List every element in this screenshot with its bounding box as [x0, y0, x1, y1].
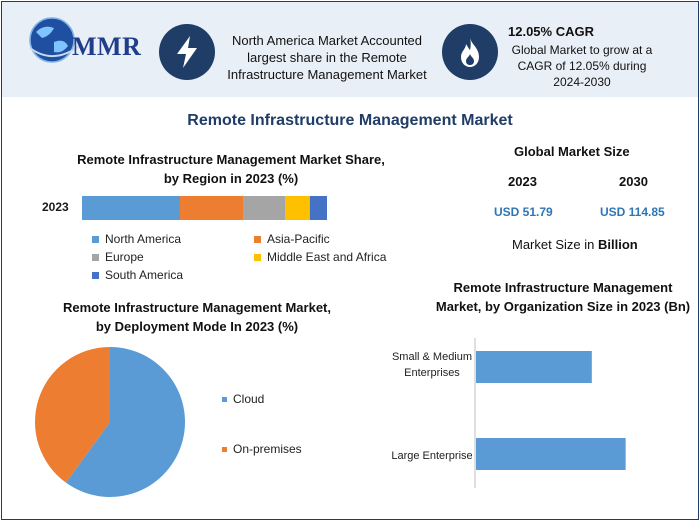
region-bar-segment: [243, 196, 286, 220]
region-bar-segment: [285, 196, 310, 220]
flame-icon: [442, 24, 498, 80]
org-category-label: Large Enterprise: [391, 450, 472, 462]
legend-label: Europe: [105, 250, 144, 264]
market-size-value-2023: USD 51.79: [494, 205, 553, 219]
legend-label: South America: [105, 268, 184, 282]
region-legend-item: South America: [92, 268, 183, 282]
legend-swatch: [254, 235, 261, 243]
main-title: Remote Infrastructure Management Market: [187, 112, 513, 129]
deployment-chart-title: Remote Infrastructure Management Market,…: [62, 300, 331, 334]
market-size-note-prefix: Market Size in: [512, 237, 598, 252]
org-bar: [476, 351, 592, 383]
globe-logo-icon: [29, 17, 83, 63]
organization-bar-chart: Small & Medium Enterprises Large Enterpris…: [391, 338, 626, 488]
legend-label: Cloud: [233, 392, 265, 406]
market-size-note: Market Size in Billion: [512, 237, 638, 252]
market-size-year-2023: 2023: [508, 174, 537, 189]
region-bar-segment: [82, 196, 180, 220]
region-bar-segment: [309, 196, 327, 220]
logo-text: MMR: [72, 32, 142, 61]
region-stacked-bar: [82, 196, 327, 220]
lightning-icon: [159, 24, 215, 80]
region-bar-segment: [180, 196, 244, 220]
organization-chart-title: Remote Infrastructure Management Market,…: [435, 280, 691, 314]
region-category-label: 2023: [42, 200, 69, 214]
deployment-legend-item: Cloud: [222, 392, 264, 406]
market-size-value-2030: USD 114.85: [600, 205, 665, 219]
pie-slice: [65, 347, 185, 497]
legend-swatch: [254, 253, 261, 261]
region-legend-item: Europe: [92, 250, 144, 264]
legend-label: Asia-Pacific: [267, 232, 330, 246]
legend-label: Middle East and Africa: [267, 250, 387, 264]
market-size-note-unit: Billion: [597, 237, 638, 252]
legend-swatch: [222, 446, 227, 452]
deployment-legend-item: On-premises: [222, 442, 302, 456]
header-banner: MMR North America Market Accounted large…: [2, 2, 698, 97]
region-legend-item: Asia-Pacific: [254, 232, 330, 246]
legend-label: North America: [105, 232, 182, 246]
legend-swatch: [92, 235, 99, 243]
market-size-title: Global Market Size: [514, 144, 630, 159]
market-size-year-2030: 2030: [619, 174, 648, 189]
cagr-text: Global Market to grow at a CAGR of 12.05…: [511, 43, 653, 89]
region-legend-item: North America: [92, 232, 181, 246]
legend-swatch: [222, 396, 227, 402]
region-legend-item: Middle East and Africa: [254, 250, 386, 264]
deployment-pie-chart: [34, 347, 185, 497]
pie-slice: [34, 347, 110, 483]
legend-label: On-premises: [233, 442, 302, 456]
org-category-label: Small & Medium Enterprises: [392, 351, 472, 379]
cagr-title: 12.05% CAGR: [508, 24, 594, 39]
org-bar: [476, 438, 626, 470]
region-chart-title: Remote Infrastructure Management Market …: [77, 152, 385, 186]
legend-swatch: [92, 253, 99, 261]
highlight-text: North America Market Accounted largest s…: [227, 33, 427, 82]
legend-swatch: [92, 271, 99, 279]
